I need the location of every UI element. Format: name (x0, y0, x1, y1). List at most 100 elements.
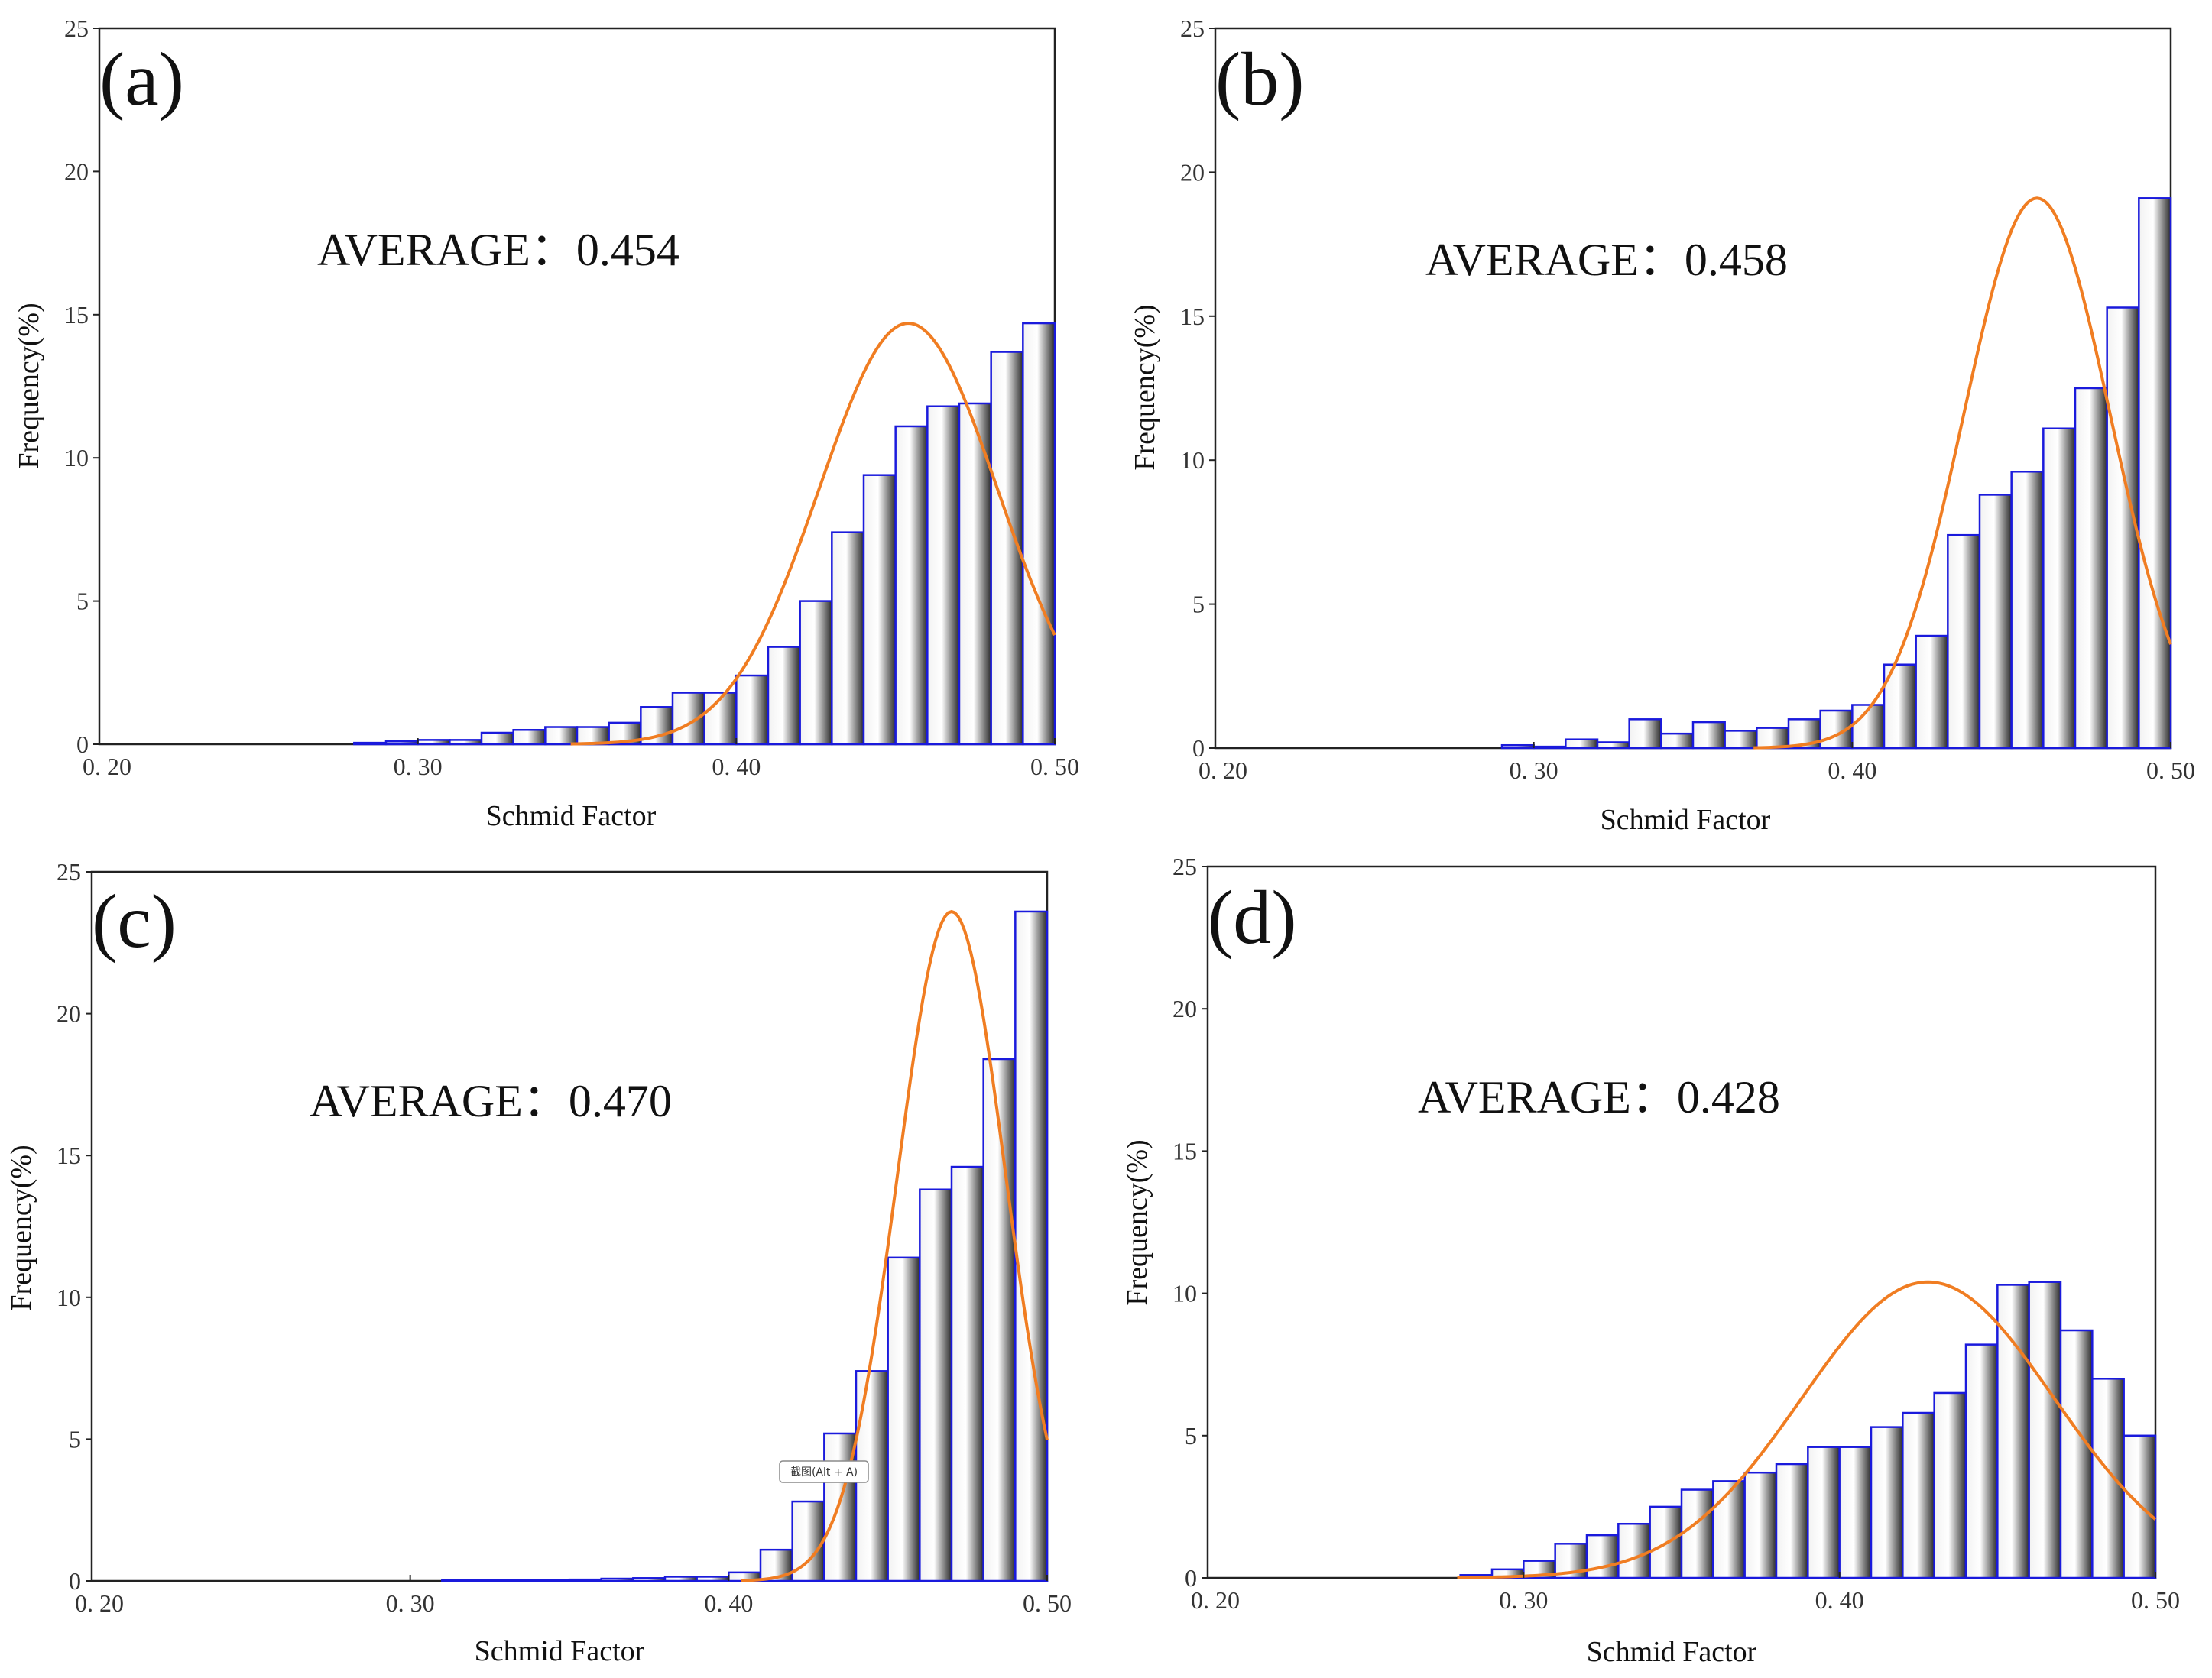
y-axis-label: Frequency(%) (1121, 1139, 1153, 1305)
histogram-bar (632, 1577, 667, 1582)
x-tick-label: 0. 40 (712, 753, 761, 780)
histogram-bar (472, 1579, 507, 1582)
y-tick-label: 5 (76, 588, 89, 615)
histogram-bar (2010, 471, 2045, 750)
panel-b: 0 5 10 15 20 25 0. 20 0. 30 0. 40 0. 50 (b) AVER… (1129, 15, 2195, 836)
panel-c: 0 5 10 15 20 25 0. 20 0. 30 0. 40 0. 50 (c) AVER… (5, 858, 1072, 1667)
y-tick-label: 5 (69, 1425, 81, 1453)
tooltip-text: 截图(Alt + A) (790, 1466, 858, 1479)
x-tick-label: 0. 30 (1499, 1586, 1548, 1614)
histogram-bar (1933, 1391, 1967, 1579)
histogram-bar (417, 739, 451, 746)
histogram-bar (958, 402, 992, 746)
histogram-bar (2138, 197, 2172, 750)
x-tick-label: 0. 40 (704, 1589, 753, 1617)
histogram-bar (1596, 741, 1630, 750)
panel-label: (c) (92, 879, 177, 964)
histogram-bar (1756, 727, 1790, 750)
x-tick-label: 0. 20 (1191, 1586, 1240, 1614)
histogram-bar (696, 1576, 730, 1582)
bars (441, 910, 1049, 1582)
x-axis-label: Schmid Factor (486, 800, 657, 832)
x-tick-label: 0. 20 (75, 1589, 124, 1617)
histogram-bar (480, 731, 514, 746)
histogram-bar (862, 474, 897, 746)
y-tick-label: 5 (1185, 1422, 1197, 1450)
y-tick-label: 10 (57, 1284, 81, 1311)
screenshot-tooltip: 截图(Alt + A) (779, 1460, 869, 1483)
average-annotation: AVERAGE：0.428 (1418, 1072, 1780, 1122)
fit-curve (741, 909, 1049, 1582)
x-ticks: 0. 20 0. 30 0. 40 0. 50 (83, 738, 1079, 780)
fit-curve (570, 322, 1056, 746)
y-axis-label: Frequency(%) (13, 303, 45, 468)
histogram-bar (2091, 1378, 2125, 1579)
y-tick-label: 0 (69, 1567, 81, 1595)
histogram-bar (926, 405, 961, 746)
histogram-bar (799, 600, 833, 746)
bars (1459, 1281, 2157, 1579)
histogram-bar (663, 1576, 698, 1582)
x-tick-label: 0. 30 (394, 753, 443, 780)
histogram-bar (1775, 1463, 1809, 1579)
x-tick-label: 0. 50 (1030, 753, 1079, 780)
histogram-bar (2042, 427, 2077, 750)
x-axis-label: Schmid Factor (1587, 1636, 1757, 1668)
y-tick-label: 0 (76, 730, 89, 758)
histogram-bar (831, 531, 865, 746)
histogram-bar (449, 739, 483, 746)
histogram-bar (1617, 1522, 1651, 1579)
histogram-bar (2106, 306, 2140, 750)
y-tick-label: 15 (1180, 303, 1205, 330)
histogram-bar (1565, 738, 1599, 750)
panel-a: 0 5 10 15 20 25 0. 20 0. 30 0. 40 0. 50 (a) AVER… (13, 15, 1079, 832)
histogram-bar (1838, 1446, 1873, 1579)
x-tick-label: 0. 40 (1815, 1586, 1864, 1614)
histogram-bar (887, 1256, 921, 1582)
histogram-bar (544, 726, 579, 746)
average-annotation: AVERAGE：0.454 (317, 225, 679, 275)
histogram-bar (600, 1577, 634, 1582)
histogram-bar (919, 1188, 953, 1582)
tooltip-box (779, 1460, 869, 1483)
histogram-bar (1996, 1284, 2030, 1579)
histogram-bar (1585, 1534, 1620, 1579)
panel-label: (d) (1208, 875, 1297, 960)
y-tick-label: 15 (57, 1142, 81, 1169)
x-axis-label: Schmid Factor (475, 1635, 645, 1667)
y-tick-label: 25 (1180, 15, 1205, 42)
histogram-bar (1680, 1488, 1714, 1579)
histogram-bar (441, 1579, 475, 1582)
histogram-bar (1851, 704, 1886, 750)
histogram-bar (894, 425, 929, 746)
histogram-bar (767, 646, 801, 746)
x-tick-label: 0. 50 (2146, 756, 2195, 784)
histogram-bar (1712, 1480, 1746, 1579)
y-ticks: 0 5 10 15 20 25 (1172, 853, 1208, 1592)
x-tick-label: 0. 20 (83, 753, 131, 780)
histogram-bar (384, 740, 419, 746)
x-tick-label: 0. 50 (2131, 1586, 2180, 1614)
x-tick-label: 0. 30 (386, 1589, 435, 1617)
histogram-bar (1500, 743, 1535, 750)
histogram-bar (640, 706, 674, 746)
y-tick-label: 15 (1172, 1137, 1197, 1165)
x-ticks: 0. 20 0. 30 0. 40 0. 50 (75, 1575, 1072, 1617)
panel-label: (a) (99, 37, 184, 121)
histogram-bar (2074, 387, 2108, 750)
fit-curve (1457, 1280, 2157, 1579)
bars (1500, 197, 2172, 750)
x-ticks: 0. 20 0. 30 0. 40 0. 50 (1191, 1572, 2180, 1614)
y-tick-label: 0 (1185, 1564, 1197, 1592)
y-tick-label: 5 (1192, 591, 1205, 618)
y-tick-label: 20 (64, 157, 89, 185)
histogram-bar (504, 1579, 539, 1582)
y-tick-label: 25 (64, 15, 89, 42)
histogram-bar (1014, 910, 1049, 1582)
histogram-bar (1628, 718, 1662, 750)
y-ticks: 0 5 10 15 20 25 (64, 15, 99, 758)
y-tick-label: 10 (1172, 1280, 1197, 1307)
bars (353, 322, 1056, 746)
y-tick-label: 20 (57, 1000, 81, 1028)
